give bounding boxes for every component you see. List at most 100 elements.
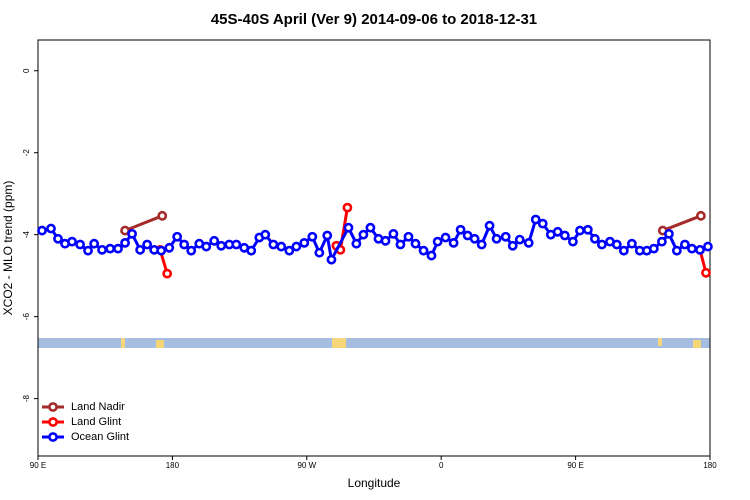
legend-marker [48,417,58,427]
point [455,224,466,235]
point [156,245,167,256]
x-tick-label: 0 [439,461,444,470]
point [552,226,563,237]
point [216,240,227,251]
point [246,245,257,256]
point [648,243,659,254]
point [500,231,511,242]
point [530,214,541,225]
point [314,247,325,258]
point [276,241,287,252]
point [680,239,690,250]
point [559,230,570,241]
legend-label: Land Nadir [71,401,125,413]
land-patch [156,340,164,348]
point [157,210,168,221]
point [326,254,337,265]
point [664,228,674,239]
point [120,237,130,248]
point [380,235,391,246]
chart-title: 45S-40S April (Ver 9) 2014-09-06 to 2018… [211,11,537,28]
legend-label: Land Glint [71,416,121,428]
point [514,234,525,245]
point [626,238,637,249]
point [75,239,86,250]
point [687,243,697,254]
point [484,220,495,231]
point [142,239,153,250]
x-tick-label: 90 W [297,461,316,470]
point [83,245,93,256]
y-tick-label: -2 [22,149,31,157]
point [575,225,585,236]
legend-marker [48,402,58,412]
point [342,202,353,213]
point [611,239,622,250]
point [365,222,376,233]
y-tick-label: -4 [22,231,31,239]
point [358,229,369,240]
point [307,231,318,242]
point [135,244,146,255]
point [703,241,713,252]
point [618,245,629,256]
point [432,236,443,247]
series-line [124,214,702,232]
point [448,237,459,248]
point [589,233,600,244]
x-tick-label: 90 E [567,461,583,470]
point [395,239,406,250]
point [403,231,414,242]
point [523,237,534,248]
point [162,268,173,279]
point [671,245,682,256]
point [299,237,310,248]
point [97,244,107,255]
ocean-strip [38,338,710,348]
point [53,233,63,244]
point [179,239,190,250]
land-patch [693,340,701,348]
point [476,239,487,250]
point [37,225,47,236]
point [284,245,295,256]
x-tick-label: 90 E [30,461,46,470]
legend-label: Ocean Glint [71,431,129,443]
point [268,239,279,250]
y-tick-label: -8 [22,395,31,403]
land-patch [121,338,125,348]
point [537,218,548,229]
point [113,243,123,254]
point [46,223,56,234]
point [89,238,100,249]
point [695,210,706,221]
point [201,241,212,252]
point [164,242,175,253]
point [410,238,421,249]
point [291,241,302,252]
y-tick-label: -6 [22,313,31,321]
point [469,233,480,244]
x-axis-label: Longitude [348,476,401,490]
point [186,245,197,256]
point [568,236,578,247]
y-axis-label: XCO2 - MLO trend (ppm) [1,181,15,316]
point [260,229,271,240]
point [388,228,399,239]
point [351,238,362,249]
land-patch [658,338,662,346]
point [695,244,705,255]
point [343,222,354,233]
point [491,233,502,244]
point [657,236,667,247]
point [426,250,437,261]
y-tick-label: 0 [22,68,31,73]
point [701,267,711,278]
point [582,224,593,235]
x-tick-label: 180 [166,461,180,470]
point [596,239,607,250]
point [209,235,220,246]
x-tick-label: 180 [703,461,717,470]
point [172,231,183,242]
